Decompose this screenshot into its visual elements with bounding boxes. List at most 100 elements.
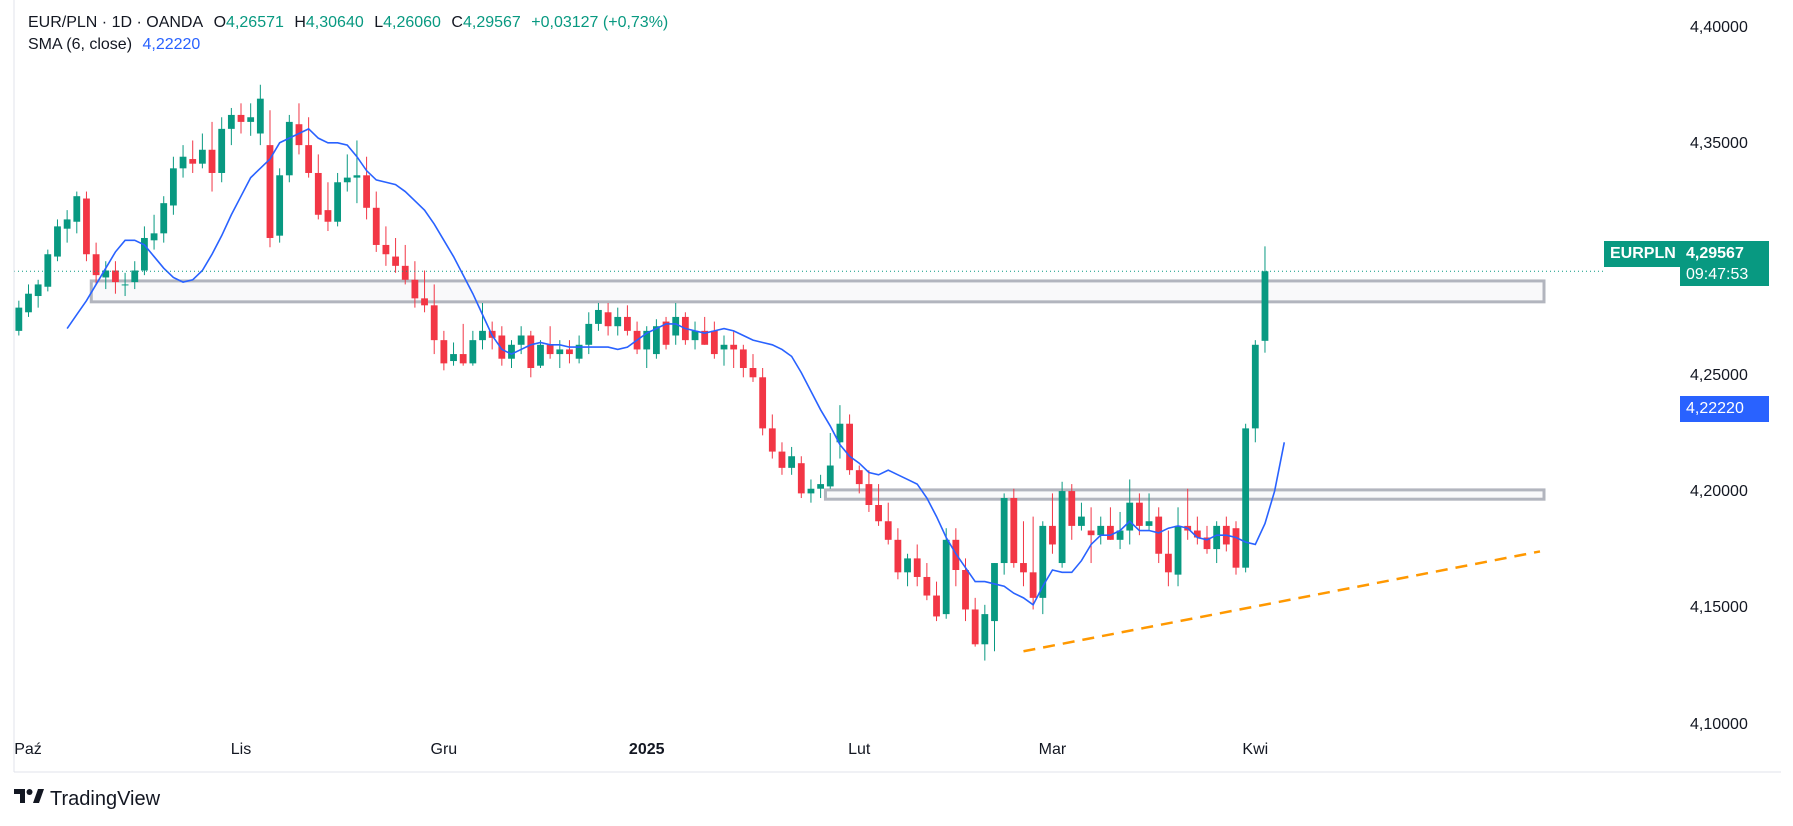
candle xyxy=(469,330,477,366)
candle-body xyxy=(720,344,728,350)
candle xyxy=(247,103,255,136)
candle-body xyxy=(778,451,786,468)
candle xyxy=(797,456,805,499)
candle xyxy=(1135,493,1143,536)
candle-body xyxy=(227,114,235,129)
candle xyxy=(1010,488,1018,568)
candle-body xyxy=(749,368,757,378)
candle xyxy=(179,145,187,178)
candle-body xyxy=(643,330,651,350)
candle xyxy=(913,544,921,587)
candle-body xyxy=(614,316,622,327)
close-label: C xyxy=(451,14,463,31)
candle xyxy=(566,340,573,364)
candle xyxy=(121,272,129,297)
candle-body xyxy=(875,504,882,522)
candle-body xyxy=(392,256,399,266)
candle-body xyxy=(1039,525,1047,598)
candle-body xyxy=(1213,525,1221,550)
price-tick: 4,15000 xyxy=(1690,599,1748,617)
candle xyxy=(807,479,815,503)
candle-body xyxy=(981,614,989,645)
candle-body xyxy=(1000,498,1008,564)
candle-body xyxy=(305,145,313,173)
candle xyxy=(266,110,274,248)
candle xyxy=(392,237,399,273)
sma-label[interactable]: SMA (6, close) xyxy=(28,36,133,53)
candle-body xyxy=(894,539,902,573)
candle xyxy=(595,302,602,331)
chart-legend: EUR/PLN · 1D · OANDA O4,26571 H4,30640 L… xyxy=(28,12,668,56)
candle xyxy=(218,117,226,183)
resistance-zone[interactable] xyxy=(823,488,1546,501)
candle xyxy=(720,335,728,366)
candle xyxy=(256,84,264,146)
candle-body xyxy=(247,117,255,122)
candle-body xyxy=(63,219,71,229)
candle xyxy=(54,219,61,262)
candle xyxy=(768,414,776,459)
resistance-zone[interactable] xyxy=(89,279,1546,304)
tradingview-brand[interactable]: TradingView xyxy=(14,787,160,811)
brand-name: TradingView xyxy=(50,787,161,810)
candle xyxy=(63,210,71,243)
candle-body xyxy=(479,330,486,341)
support-trendline xyxy=(1023,550,1541,653)
candle-body xyxy=(121,284,129,286)
symbol-label[interactable]: EUR/PLN · 1D · OANDA xyxy=(28,14,204,31)
candle-body xyxy=(1145,521,1153,526)
candle-body xyxy=(295,124,303,146)
candle xyxy=(343,154,351,192)
candle xyxy=(1029,516,1037,610)
close-value: 4,29567 xyxy=(462,14,521,31)
candle-body xyxy=(1232,528,1240,568)
candle-body xyxy=(836,423,844,443)
candle-body xyxy=(884,521,892,540)
candle xyxy=(1213,521,1221,564)
candle-body xyxy=(44,254,52,287)
candle-body xyxy=(1107,525,1114,540)
candle-body xyxy=(92,254,100,276)
candle xyxy=(479,302,486,350)
candle xyxy=(749,354,757,382)
candle xyxy=(15,300,23,336)
candle xyxy=(1242,423,1250,573)
candle xyxy=(237,103,245,134)
candle xyxy=(1068,484,1076,540)
candle xyxy=(942,528,950,619)
candle xyxy=(450,342,457,366)
candle-body xyxy=(276,175,284,236)
candle-body xyxy=(1010,498,1018,564)
candle xyxy=(894,528,902,580)
last-price-badge: 4,29567 xyxy=(1680,241,1769,267)
candle-body xyxy=(324,210,332,222)
candle-body xyxy=(266,145,274,238)
candle xyxy=(546,326,554,359)
candle-body xyxy=(807,488,815,494)
candle-body xyxy=(1174,525,1182,575)
candle xyxy=(401,244,409,285)
candle-body xyxy=(865,484,873,505)
candle xyxy=(1155,507,1163,564)
candle-body xyxy=(102,270,110,278)
candles-layer xyxy=(15,84,1269,661)
candle-body xyxy=(150,233,158,241)
time-tick: Kwi xyxy=(1242,741,1269,758)
candle xyxy=(1164,530,1172,587)
candle-body xyxy=(701,330,709,345)
candle xyxy=(285,114,293,183)
candle-body xyxy=(1087,530,1095,536)
candle-body xyxy=(585,323,593,345)
candle xyxy=(730,330,738,369)
candle-body xyxy=(730,344,738,350)
candle xyxy=(208,121,216,192)
candle xyxy=(421,270,428,313)
candle-body xyxy=(575,344,583,359)
candle xyxy=(1261,246,1269,353)
sma-row: SMA (6, close) 4,22220 xyxy=(28,34,668,56)
candle-body xyxy=(343,177,351,183)
sma-price-badge: 4,22220 xyxy=(1680,396,1769,422)
candle-body xyxy=(450,354,457,362)
candle xyxy=(150,214,158,250)
